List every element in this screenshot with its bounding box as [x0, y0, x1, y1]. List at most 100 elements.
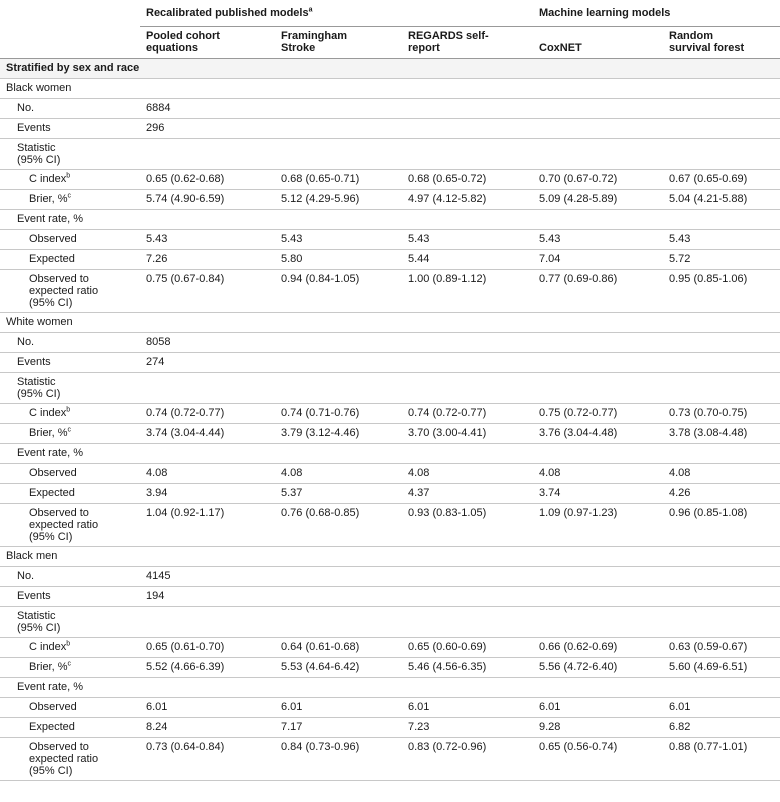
table-row: No. 8058: [0, 332, 780, 353]
cell: 3.70 (3.00-4.41): [408, 427, 487, 439]
label-text: Expected: [29, 253, 75, 265]
cell: 0.74 (0.72-0.77): [146, 407, 225, 419]
cell: 0.74 (0.72-0.77): [408, 407, 487, 419]
row-label: C indexb: [0, 638, 140, 658]
row-label: Expected: [0, 718, 140, 738]
cell: 0.68 (0.65-0.72): [408, 173, 487, 185]
section-row: Stratified by sex and race: [0, 58, 780, 79]
group-header: Machine learning models: [533, 0, 780, 27]
empty-cell: [533, 99, 663, 119]
cell: 5.60 (4.69-6.51): [669, 661, 748, 673]
cell: 0.67 (0.65-0.69): [669, 173, 748, 185]
cell: 5.43: [669, 233, 691, 245]
cell: 274: [146, 356, 165, 368]
empty-cell: [663, 353, 780, 373]
row-label: Observed to expected ratio (95% CI): [0, 270, 140, 313]
label-text: Statistic (95% CI): [17, 142, 61, 166]
row-label: Brier, %c: [0, 424, 140, 444]
column-label: Pooled cohort equations: [146, 30, 220, 54]
cell: 0.94 (0.84-1.05): [281, 273, 360, 285]
cell: 7.26: [146, 253, 168, 265]
label-text: Event rate, %: [17, 681, 84, 693]
cell: 0.73 (0.64-0.84): [146, 741, 225, 753]
cell: 8.24: [146, 721, 168, 733]
cell: 0.68 (0.65-0.71): [281, 173, 360, 185]
cell: 1.04 (0.92-1.17): [146, 507, 225, 519]
label-text: Observed to expected ratio (95% CI): [29, 741, 99, 777]
column-label: REGARDS self-report: [408, 30, 489, 54]
cell: 5.09 (4.28-5.89): [539, 193, 618, 205]
cell: 5.04 (4.21-5.88): [669, 193, 748, 205]
cell: 3.74: [539, 487, 561, 499]
results-table: Recalibrated published modelsa Machine l…: [0, 0, 780, 781]
empty-cell: [402, 333, 533, 353]
table-row: Observed to expected ratio (95% CI) 1.04 …: [0, 503, 780, 547]
table-row: Event rate, %: [0, 677, 780, 698]
column-header: CoxNET: [533, 27, 663, 59]
footnote-mark: b: [66, 172, 71, 180]
table-row: Events 296: [0, 118, 780, 139]
cell: 5.12 (4.29-5.96): [281, 193, 360, 205]
table-row: Expected 8.24 7.17 7.23 9.28 6.82: [0, 717, 780, 738]
label-text: Observed: [29, 701, 77, 713]
label-text: Observed to expected ratio (95% CI): [29, 273, 99, 309]
empty-cell: [275, 99, 402, 119]
table-row: Event rate, %: [0, 443, 780, 464]
column-label: CoxNET: [539, 42, 582, 54]
cell: 6.01: [408, 701, 430, 713]
row-label: Event rate, %: [0, 444, 780, 464]
label-text: Expected: [29, 721, 75, 733]
row-label: C indexb: [0, 404, 140, 424]
cell: 0.95 (0.85-1.06): [669, 273, 748, 285]
cell: 0.83 (0.72-0.96): [408, 741, 487, 753]
footnote-mark: a: [308, 6, 313, 14]
empty-cell: [663, 567, 780, 587]
cell: 4.08: [146, 467, 168, 479]
table-header: Recalibrated published modelsa Machine l…: [0, 0, 780, 59]
cell: 4.08: [408, 467, 430, 479]
cell: 5.80: [281, 253, 303, 265]
row-label: Black women: [0, 79, 780, 99]
group-header-row: Recalibrated published modelsa Machine l…: [0, 0, 780, 27]
cell: 194: [146, 590, 165, 602]
cell: 9.28: [539, 721, 561, 733]
cell: 0.96 (0.85-1.08): [669, 507, 748, 519]
empty-cell: [663, 587, 780, 607]
cell: 0.84 (0.73-0.96): [281, 741, 360, 753]
empty-cell: [275, 587, 402, 607]
cell: 0.74 (0.71-0.76): [281, 407, 360, 419]
cell: 5.56 (4.72-6.40): [539, 661, 618, 673]
footnote-mark: b: [66, 640, 71, 648]
row-label: No.: [17, 102, 35, 114]
table-row: Observed to expected ratio (95% CI) 0.75 …: [0, 269, 780, 313]
row-label: Statistic (95% CI): [0, 607, 780, 638]
cell: 6.01: [539, 701, 561, 713]
empty-cell: [663, 119, 780, 139]
cell: 4.08: [281, 467, 303, 479]
table-row: Expected 7.26 5.80 5.44 7.04 5.72: [0, 249, 780, 270]
footnote-mark: c: [67, 660, 72, 668]
table-row: Black women: [0, 78, 780, 99]
cell: 1.09 (0.97-1.23): [539, 507, 618, 519]
cell: 7.23: [408, 721, 430, 733]
table-row: No. 6884: [0, 98, 780, 119]
table-row: Expected 3.94 5.37 4.37 3.74 4.26: [0, 483, 780, 504]
row-label: Statistic (95% CI): [0, 139, 780, 170]
cell: 3.76 (3.04-4.48): [539, 427, 618, 439]
cell: 4.08: [669, 467, 691, 479]
label-text: Observed to expected ratio (95% CI): [29, 507, 99, 543]
footnote-mark: b: [66, 406, 71, 414]
empty-cell: [402, 567, 533, 587]
cell: 5.43: [281, 233, 303, 245]
label-text: Event rate, %: [17, 447, 84, 459]
empty-cell: [0, 27, 140, 59]
cell: 0.65 (0.56-0.74): [539, 741, 618, 753]
label-text: Brier, %: [29, 427, 68, 439]
cell: 5.43: [539, 233, 561, 245]
cell: 5.72: [669, 253, 691, 265]
label-text: Observed: [29, 233, 77, 245]
row-label: C indexb: [0, 170, 140, 190]
cell: 0.75 (0.67-0.84): [146, 273, 225, 285]
row-label: Observed: [0, 464, 140, 484]
empty-cell: [533, 567, 663, 587]
